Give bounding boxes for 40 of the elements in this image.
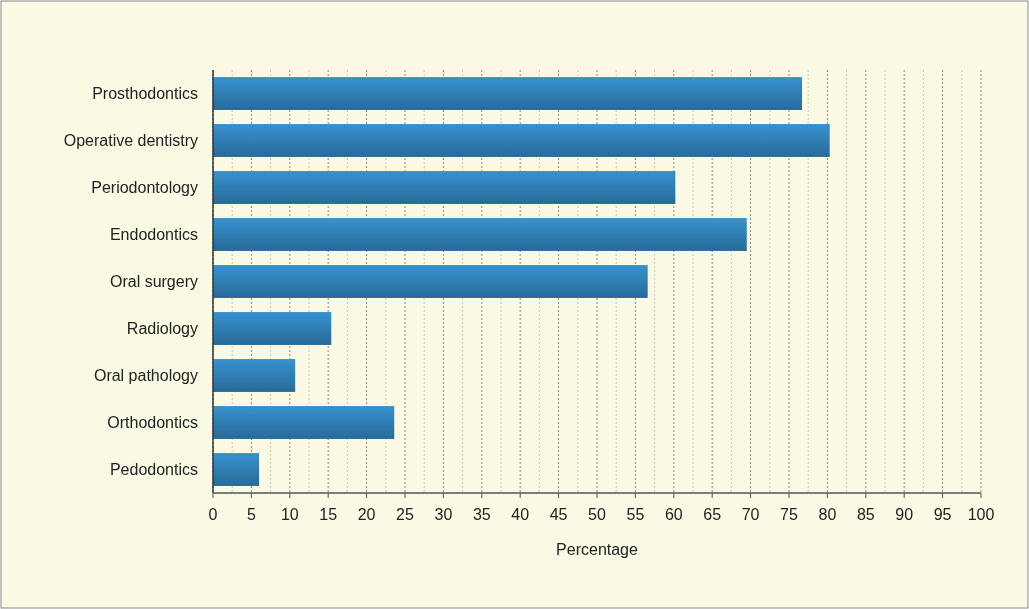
bar <box>213 453 260 486</box>
y-tick-label: Radiology <box>126 320 198 338</box>
x-tick-label: 0 <box>208 506 218 523</box>
bar <box>213 359 296 392</box>
bar <box>213 171 676 204</box>
y-tick-label: Endodontics <box>109 226 198 244</box>
x-tick-label: 75 <box>780 506 798 523</box>
x-tick-label: 45 <box>549 506 568 523</box>
y-tick-label: Pedodontics <box>109 461 198 479</box>
x-tick-label: 10 <box>280 506 299 523</box>
x-tick-label: 25 <box>396 506 414 523</box>
x-tick-label: 55 <box>626 506 645 523</box>
x-tick-label: 20 <box>357 506 376 523</box>
bar <box>213 124 830 157</box>
bar <box>213 265 648 298</box>
bar <box>213 312 332 345</box>
x-tick-label: 85 <box>856 506 875 523</box>
x-tick-label: 100 <box>967 506 995 523</box>
y-tick-label: Oral pathology <box>93 367 198 385</box>
x-axis-title: Percentage <box>556 541 639 558</box>
y-tick-label: Oral surgery <box>109 273 198 291</box>
x-tick-label: 60 <box>664 506 683 523</box>
x-tick-label: 70 <box>741 506 760 523</box>
y-tick-label: Periodontology <box>91 179 198 197</box>
x-tick-label: 35 <box>472 506 491 523</box>
x-tick-label: 40 <box>511 506 530 523</box>
x-tick-label: 80 <box>818 506 837 523</box>
y-tick-label: Operative dentistry <box>63 132 198 150</box>
y-tick-label: Orthodontics <box>107 414 198 432</box>
x-tick-label: 5 <box>246 506 256 523</box>
bar <box>213 406 395 439</box>
x-tick-label: 90 <box>895 506 914 523</box>
y-tick-label: Prosthodontics <box>92 85 198 103</box>
x-tick-label: 15 <box>319 506 338 523</box>
bar <box>213 218 747 251</box>
bar <box>213 77 803 110</box>
x-tick-label: 50 <box>588 506 606 523</box>
x-tick-label: 30 <box>434 506 453 523</box>
x-tick-label: 95 <box>933 506 952 523</box>
x-tick-label: 65 <box>703 506 722 523</box>
